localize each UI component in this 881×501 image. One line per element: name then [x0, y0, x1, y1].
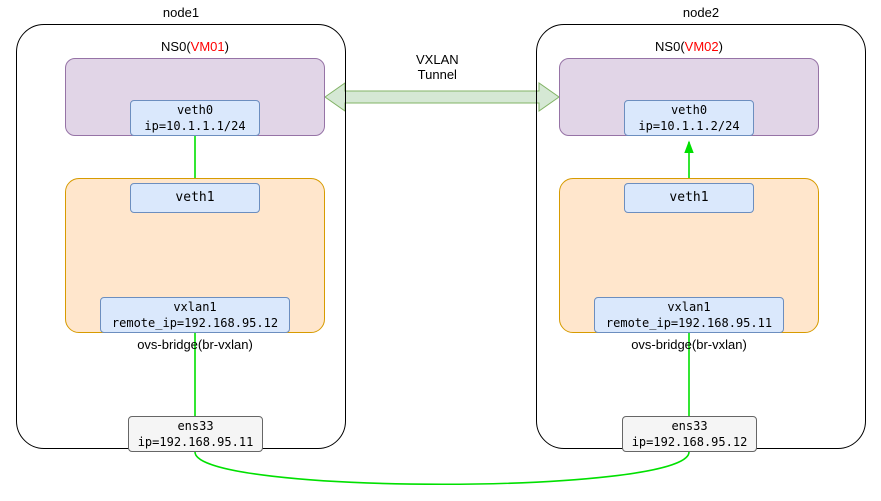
node2-ens-ip: ip=192.168.95.12: [625, 434, 754, 450]
node2-ens: ens33 ip=192.168.95.12: [622, 416, 757, 452]
node2-vxlan-remote: remote_ip=192.168.95.11: [597, 315, 781, 331]
node2-veth0: veth0 ip=10.1.1.2/24: [624, 100, 754, 136]
node2-veth1: veth1: [624, 183, 754, 213]
node1-title: node1: [17, 5, 345, 20]
node1-vxlan: vxlan1 remote_ip=192.168.95.12: [100, 297, 290, 333]
node1-veth0-name: veth0: [133, 102, 257, 118]
node1-veth0-ip: ip=10.1.1.1/24: [133, 118, 257, 134]
node2-ns-prefix: NS0(: [655, 39, 685, 54]
node2-ns-title: NS0(VM02): [560, 39, 818, 54]
node2-veth0-ip: ip=10.1.1.2/24: [627, 118, 751, 134]
node1-veth0: veth0 ip=10.1.1.1/24: [130, 100, 260, 136]
node2-vxlan: vxlan1 remote_ip=192.168.95.11: [594, 297, 784, 333]
node1-vxlan-remote: remote_ip=192.168.95.12: [103, 315, 287, 331]
node2-veth0-name: veth0: [627, 102, 751, 118]
node1-ens-ip: ip=192.168.95.11: [131, 434, 260, 450]
node1-veth1-name: veth1: [133, 189, 257, 207]
node1-bridge-label: ovs-bridge(br-vxlan): [65, 337, 325, 352]
node1-veth1: veth1: [130, 183, 260, 213]
node1-ens: ens33 ip=192.168.95.11: [128, 416, 263, 452]
node1-ns-title: NS0(VM01): [66, 39, 324, 54]
node2-title: node2: [537, 5, 865, 20]
tunnel-label-line2: Tunnel: [416, 67, 459, 82]
node1-ens-name: ens33: [131, 418, 260, 434]
node1-vm-label: VM01: [191, 39, 225, 54]
node1-ns-prefix: NS0(: [161, 39, 191, 54]
node2-vxlan-name: vxlan1: [597, 299, 781, 315]
node2-bridge-label: ovs-bridge(br-vxlan): [559, 337, 819, 352]
node2-veth1-name: veth1: [627, 189, 751, 207]
tunnel-label-line1: VXLAN: [416, 52, 459, 67]
node2-ns-suffix: ): [719, 39, 723, 54]
node2-ens-name: ens33: [625, 418, 754, 434]
node2-vm-label: VM02: [685, 39, 719, 54]
node1-vxlan-name: vxlan1: [103, 299, 287, 315]
tunnel-label: VXLAN Tunnel: [416, 52, 459, 82]
node1-ns-suffix: ): [225, 39, 229, 54]
